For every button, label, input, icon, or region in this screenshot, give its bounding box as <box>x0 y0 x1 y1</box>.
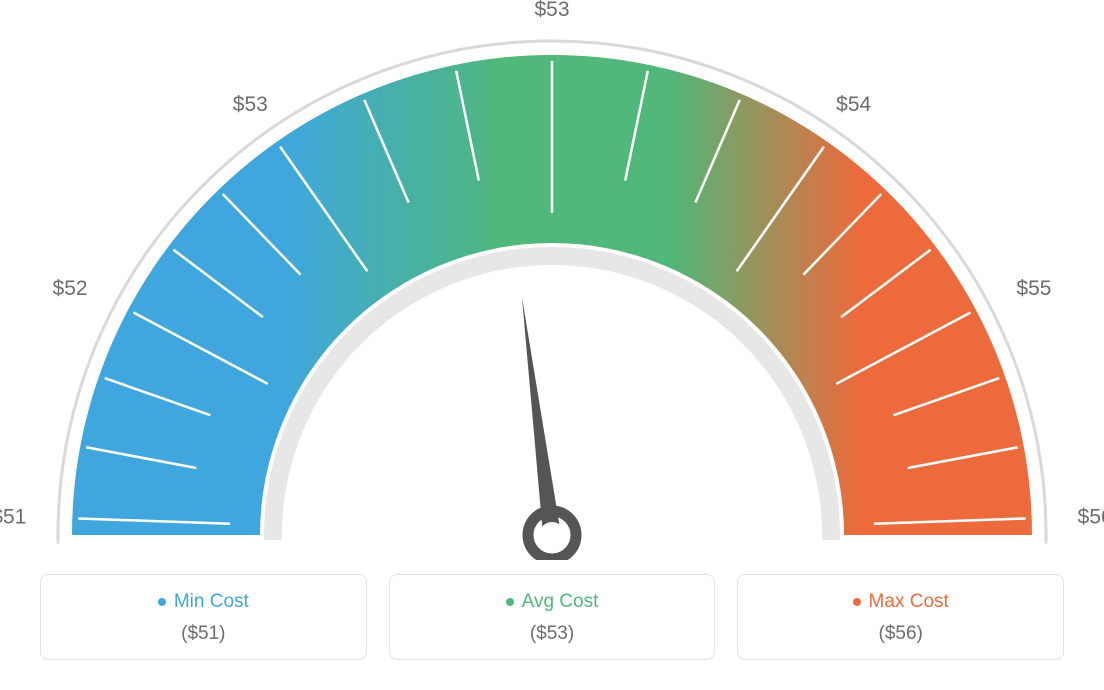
legend-avg-dot <box>506 598 514 606</box>
legend-max: Max Cost ($56) <box>737 574 1064 660</box>
legend-avg-label: Avg Cost <box>522 591 599 613</box>
svg-text:$53: $53 <box>233 93 268 116</box>
svg-text:$55: $55 <box>1016 277 1051 300</box>
svg-text:$54: $54 <box>836 93 871 116</box>
legend-max-value: ($56) <box>748 623 1053 645</box>
legend-avg-value: ($53) <box>400 623 705 645</box>
legend-avg: Avg Cost ($53) <box>389 574 716 660</box>
gauge-chart: $51 $52 $53 $53 $54 $55 $56 <box>0 0 1104 560</box>
svg-text:$53: $53 <box>534 0 569 21</box>
legend-min: Min Cost ($51) <box>40 574 367 660</box>
legend-row: Min Cost ($51) Avg Cost ($53) Max Cost (… <box>40 574 1064 660</box>
svg-text:$52: $52 <box>53 277 88 300</box>
legend-min-value: ($51) <box>51 623 356 645</box>
legend-min-dot <box>158 598 166 606</box>
legend-min-label: Min Cost <box>174 591 249 613</box>
legend-max-dot <box>853 598 861 606</box>
legend-max-label: Max Cost <box>869 591 949 613</box>
svg-text:$51: $51 <box>0 506 26 529</box>
svg-text:$56: $56 <box>1078 506 1104 529</box>
